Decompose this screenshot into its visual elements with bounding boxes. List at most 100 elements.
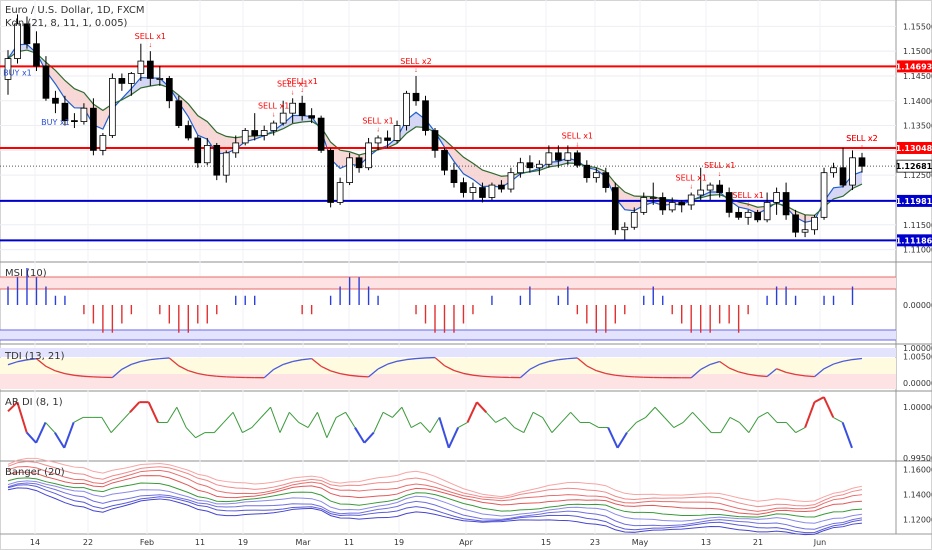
tdi-line-segment	[852, 357, 863, 361]
candle	[782, 192, 790, 216]
candle	[763, 202, 771, 221]
tdi-line-segment	[596, 370, 606, 375]
tdi-line-segment	[273, 363, 284, 370]
banger-tick-label: 1.16000	[903, 465, 932, 474]
ma-cloud-segment	[463, 157, 473, 180]
candle	[42, 65, 50, 99]
tdi-line-segment	[111, 368, 123, 378]
time-tick-label: 14	[30, 538, 40, 547]
tdi-line-segment	[558, 357, 568, 361]
sell-signal-label: SELL x1	[362, 116, 393, 125]
tdi-line-segment	[17, 359, 28, 363]
candle	[441, 149, 448, 171]
candle	[346, 157, 353, 184]
tdi-line-segment	[216, 375, 227, 378]
banger-band-line	[7, 477, 863, 518]
ma-cloud-segment	[283, 115, 293, 129]
candle	[23, 23, 31, 45]
sell-arrow-icon: ↓	[689, 184, 693, 191]
candle	[555, 152, 562, 161]
price-level-badge	[897, 234, 932, 247]
ardi-line-segment	[822, 396, 835, 418]
candle	[801, 229, 809, 233]
msi-upper-band	[0, 277, 896, 289]
tdi-line-segment	[406, 357, 417, 361]
candle	[279, 112, 287, 124]
ma-cloud-segment	[150, 77, 160, 87]
ardi-line-segment	[495, 416, 506, 423]
banger-tick-label: 1.12000	[903, 515, 932, 524]
tdi-line-segment	[415, 357, 426, 360]
candle	[858, 157, 866, 167]
time-tick-label: Feb	[140, 538, 154, 547]
time-tick-label: Apr	[459, 538, 474, 547]
ardi-line-segment	[251, 417, 262, 428]
candle	[298, 102, 306, 117]
ardi-line-segment	[213, 422, 225, 433]
ardi-line-segment	[270, 407, 281, 433]
sell-signal-label: SELL x2	[846, 134, 877, 143]
sell-arrow-icon: ↓	[149, 42, 153, 49]
candle	[260, 130, 268, 136]
ardi-line-segment	[532, 411, 543, 418]
candle	[488, 184, 496, 198]
ardi-line-segment	[485, 411, 497, 423]
banger-band-line	[7, 465, 863, 512]
ardi-line-segment	[682, 411, 693, 423]
candle	[564, 152, 572, 161]
price-tick-label: 1.15500	[903, 22, 932, 31]
msi-label: MSI (10)	[5, 268, 47, 279]
ardi-line-segment	[166, 406, 178, 423]
price-level-label: 1.12681	[896, 162, 932, 171]
banger-band-line	[7, 487, 863, 536]
time-tick-label: Mar	[295, 538, 311, 547]
candle	[403, 92, 410, 126]
tdi-line-segment	[282, 360, 293, 366]
buy-signal-label: BUY x1	[41, 118, 70, 127]
candle	[536, 163, 543, 169]
ardi-line-segment	[607, 427, 619, 449]
ma-cloud-segment	[444, 139, 454, 162]
tdi-line-segment	[45, 365, 56, 372]
tdi-line-segment	[320, 365, 331, 372]
sell-arrow-icon: ↓	[291, 89, 295, 96]
ardi-line-segment	[551, 422, 562, 433]
candle	[621, 226, 629, 231]
price-tick-label: 1.14000	[903, 97, 932, 106]
ardi-line-segment	[833, 416, 843, 423]
ardi-line-segment	[392, 406, 403, 418]
tdi-line-segment	[748, 373, 758, 377]
tdi-line-segment	[444, 365, 455, 372]
candle	[355, 157, 363, 169]
banger-band-line	[7, 457, 863, 502]
candle	[479, 187, 486, 198]
price-level-label: 1.11186	[896, 236, 932, 245]
tdi-line-segment	[472, 374, 483, 377]
candle	[365, 142, 372, 169]
ardi-line-segment	[645, 406, 656, 418]
banger-label: Banger (20)	[5, 467, 65, 478]
tdi-line-segment	[823, 363, 834, 370]
candle	[422, 100, 429, 131]
sell-arrow-icon: ↓	[272, 112, 276, 119]
candle	[213, 145, 221, 176]
candle	[393, 125, 401, 141]
ardi-line-segment	[757, 411, 768, 418]
candle	[222, 152, 230, 176]
ardi-line-segment	[560, 411, 572, 423]
candle	[232, 142, 240, 154]
ardi-line-segment	[570, 411, 581, 423]
ardi-line-segment	[260, 406, 271, 418]
candle	[583, 164, 591, 179]
tdi-line-segment	[453, 369, 464, 375]
ardi-line-segment	[841, 422, 853, 449]
ardi-line-segment	[504, 417, 515, 428]
ardi-line-segment	[288, 411, 300, 423]
candle	[384, 137, 391, 141]
tdi-line-segment	[121, 363, 132, 370]
